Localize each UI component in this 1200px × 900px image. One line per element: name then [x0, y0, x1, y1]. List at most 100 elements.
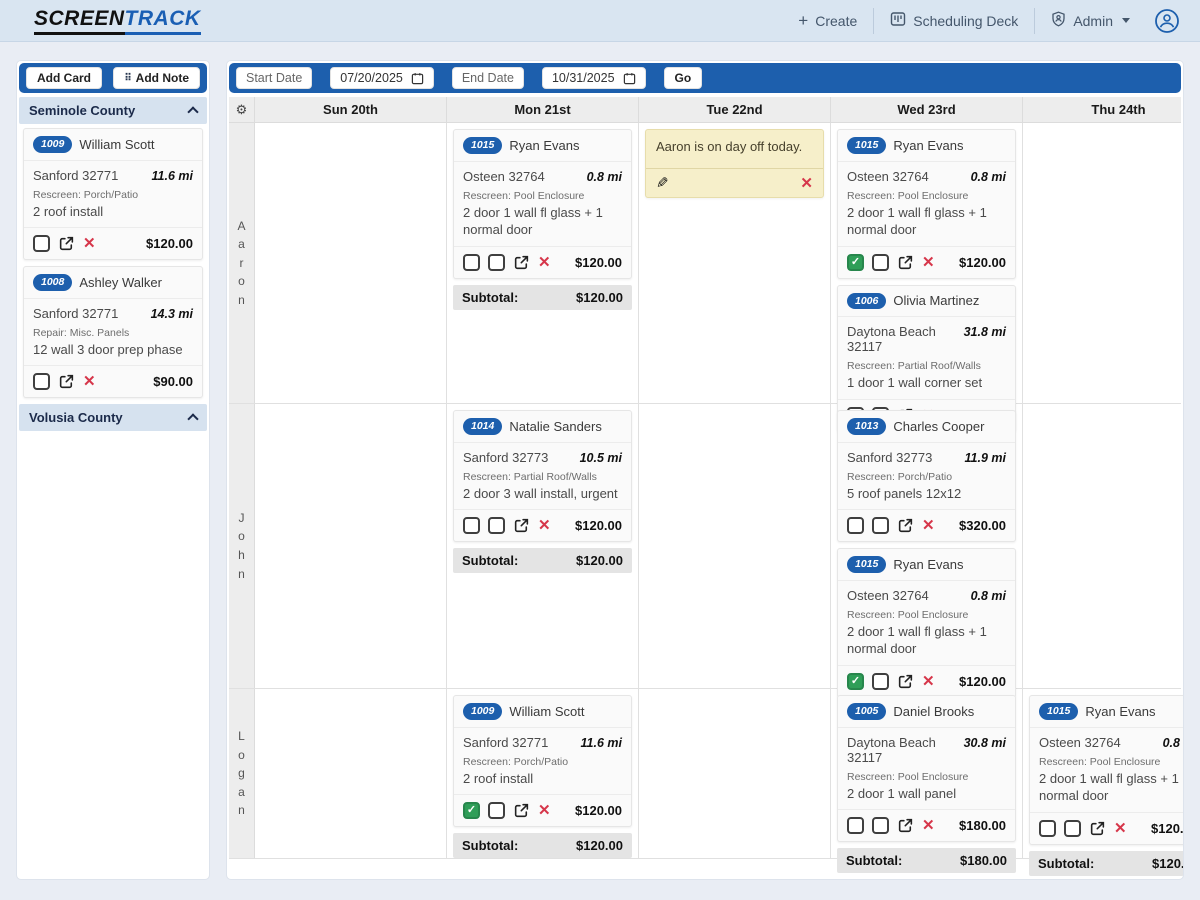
card-checkbox[interactable] — [463, 517, 480, 535]
open-card-button[interactable] — [58, 373, 75, 390]
cell-mon-john[interactable]: 1014 Natalie Sanders Sanford 32773 10.5 mi… — [447, 404, 639, 688]
card-checkbox[interactable] — [33, 235, 50, 253]
delete-card-button[interactable]: ✕ — [83, 373, 96, 391]
customer-name: William Scott — [509, 703, 585, 719]
scheduling-deck-button[interactable]: Scheduling Deck — [874, 8, 1034, 34]
open-card-button[interactable] — [513, 517, 530, 534]
card-checkbox[interactable] — [463, 253, 480, 271]
grid-settings-button[interactable]: ⚙ — [229, 97, 255, 122]
cell-sun-logan[interactable] — [255, 689, 447, 858]
county-header-seminole[interactable]: Seminole County — [19, 97, 207, 124]
admin-menu-button[interactable]: Admin — [1035, 8, 1146, 34]
cell-thu-logan[interactable]: 1015 Ryan Evans Osteen 32764 0.8 mi Rescre… — [1023, 689, 1183, 876]
card-checkbox[interactable] — [33, 373, 50, 391]
card-checkbox[interactable] — [1039, 819, 1056, 837]
edit-note-button[interactable]: ✎ — [656, 175, 669, 192]
delete-card-button[interactable]: ✕ — [538, 253, 551, 271]
user-avatar-button[interactable] — [1154, 8, 1180, 34]
delete-card-button[interactable]: ✕ — [922, 517, 935, 535]
card-checkbox[interactable] — [847, 253, 864, 271]
calendar-icon — [623, 72, 635, 84]
card-id-badge: 1015 — [847, 137, 887, 154]
cell-thu-aaron[interactable] — [1023, 123, 1183, 403]
delete-card-button[interactable]: ✕ — [538, 517, 551, 535]
cell-mon-logan[interactable]: 1009 William Scott Sanford 32771 11.6 mi R… — [447, 689, 639, 859]
card-miles: 0.8 mi — [586, 169, 622, 184]
card-checkbox[interactable] — [847, 517, 864, 535]
open-card-button[interactable] — [513, 802, 530, 819]
county-header-volusia[interactable]: Volusia County — [19, 404, 207, 432]
schedule-card[interactable]: 1015 Ryan Evans Osteen 32764 0.8 mi Rescre… — [837, 548, 1016, 698]
card-checkbox[interactable] — [872, 672, 889, 690]
add-note-label: Add Note — [135, 71, 189, 85]
card-checkbox[interactable] — [872, 253, 889, 271]
schedule-card[interactable]: 1015 Ryan Evans Osteen 32764 0.8 mi Rescre… — [1029, 695, 1183, 845]
delete-card-button[interactable]: ✕ — [1114, 819, 1127, 837]
schedule-card[interactable]: 1006 Olivia Martinez Daytona Beach 32117 3… — [837, 284, 1016, 432]
open-card-button[interactable] — [58, 235, 75, 252]
delete-card-button[interactable]: ✕ — [922, 253, 935, 271]
delete-card-button[interactable]: ✕ — [538, 802, 551, 820]
card-checkbox[interactable] — [1064, 819, 1081, 837]
delete-card-button[interactable]: ✕ — [922, 817, 935, 835]
open-card-button[interactable] — [897, 254, 914, 271]
card-checkbox[interactable] — [488, 253, 505, 271]
cell-sun-john[interactable] — [255, 404, 447, 688]
note-card[interactable]: Aaron is on day off today. ✎ ✕ — [645, 129, 824, 198]
schedule-card[interactable]: 1013 Charles Cooper Sanford 32773 11.9 mi … — [837, 410, 1016, 543]
cell-tue-john[interactable] — [639, 404, 831, 688]
card-checkbox[interactable] — [463, 802, 480, 820]
worker-gutter: Logan — [229, 689, 255, 858]
end-date-input[interactable]: 10/31/2025 — [541, 67, 646, 89]
delete-note-button[interactable]: ✕ — [800, 174, 813, 192]
card-city: Sanford 32773 — [847, 449, 933, 465]
card-checkbox[interactable] — [488, 517, 505, 535]
card-checkbox[interactable] — [847, 672, 864, 690]
card-checkbox[interactable] — [847, 817, 864, 835]
card-category: Rescreen: Porch/Patio — [33, 188, 139, 201]
schedule-card[interactable]: 1009 William Scott Sanford 32771 11.6 mi R… — [453, 695, 632, 828]
schedule-card[interactable]: 1015 Ryan Evans Osteen 32764 0.8 mi Rescre… — [453, 129, 632, 279]
day-header-thu: Thu 24th — [1023, 97, 1183, 122]
card-checkbox[interactable] — [488, 802, 505, 820]
cell-tue-aaron[interactable]: Aaron is on day off today. ✎ ✕ — [639, 123, 831, 403]
cell-sun-aaron[interactable] — [255, 123, 447, 403]
subtotal-label: Subtotal: — [846, 853, 903, 869]
sidebar-card[interactable]: 1009 William Scott Sanford 32771 11.6 mi… — [23, 128, 203, 261]
add-card-button[interactable]: Add Card — [26, 67, 102, 89]
go-button[interactable]: Go — [663, 67, 703, 89]
add-note-button[interactable]: ⠿ Add Note — [113, 67, 200, 89]
cell-mon-aaron[interactable]: 1015 Ryan Evans Osteen 32764 0.8 mi Rescre… — [447, 123, 639, 403]
card-id-badge: 1014 — [463, 418, 503, 435]
schedule-card[interactable]: 1015 Ryan Evans Osteen 32764 0.8 mi Rescre… — [837, 129, 1016, 279]
open-card-button[interactable] — [897, 517, 914, 534]
create-button[interactable]: + Create — [782, 8, 873, 34]
external-link-icon — [514, 519, 529, 533]
card-id-badge: 1009 — [33, 136, 73, 153]
open-card-button[interactable] — [897, 673, 914, 690]
schedule-card[interactable]: 1014 Natalie Sanders Sanford 32773 10.5 mi… — [453, 410, 632, 543]
cell-wed-logan[interactable]: 1005 Daniel Brooks Daytona Beach 32117 30.… — [831, 689, 1023, 874]
user-icon — [1155, 8, 1179, 33]
card-city: Sanford 32773 — [463, 449, 549, 465]
start-date-input[interactable]: 07/20/2025 — [330, 67, 434, 89]
cell-wed-aaron[interactable]: 1015 Ryan Evans Osteen 32764 0.8 mi Rescre… — [831, 123, 1023, 463]
cell-wed-john[interactable]: 1013 Charles Cooper Sanford 32773 11.9 mi … — [831, 404, 1023, 729]
delete-card-button[interactable]: ✕ — [83, 235, 96, 253]
open-card-button[interactable] — [513, 254, 530, 271]
cell-tue-logan[interactable] — [639, 689, 831, 858]
cell-thu-john[interactable] — [1023, 404, 1183, 688]
card-checkbox[interactable] — [872, 817, 889, 835]
sidebar-card[interactable]: 1008 Ashley Walker Sanford 32771 14.3 mi… — [23, 266, 203, 399]
delete-card-button[interactable]: ✕ — [922, 672, 935, 690]
nav-divider — [1034, 7, 1036, 34]
card-id-badge: 1013 — [847, 418, 887, 435]
card-miles: 14.3 mi — [150, 306, 193, 321]
card-category: Rescreen: Pool Enclosure — [847, 770, 969, 783]
plus-icon: + — [798, 11, 809, 30]
open-card-button[interactable] — [1089, 820, 1106, 837]
schedule-card[interactable]: 1005 Daniel Brooks Daytona Beach 32117 30.… — [837, 695, 1016, 843]
card-checkbox[interactable] — [872, 517, 889, 535]
open-card-button[interactable] — [897, 817, 914, 834]
card-category: Rescreen: Porch/Patio — [463, 755, 569, 768]
